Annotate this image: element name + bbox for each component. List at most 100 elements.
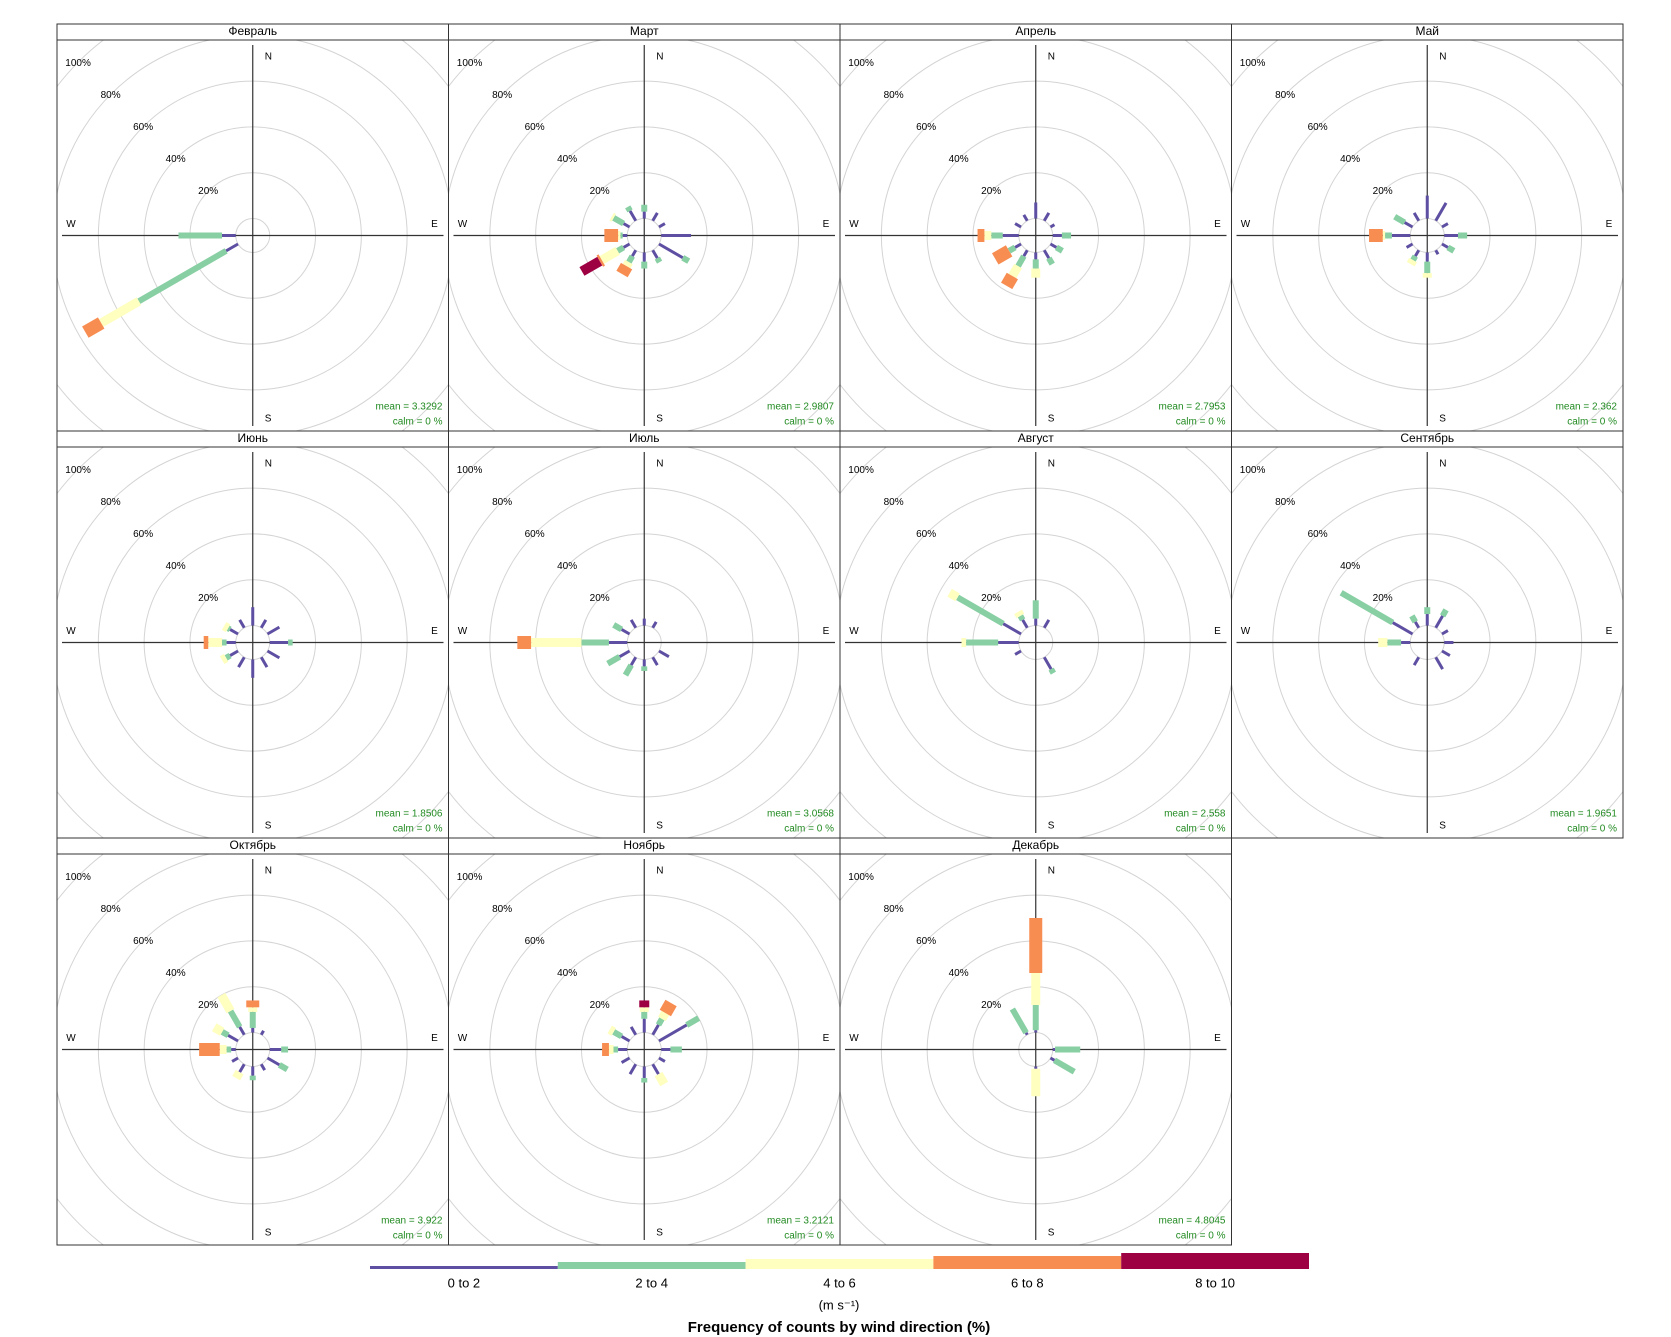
wind-segment <box>616 244 626 254</box>
legend-swatch <box>557 1262 746 1269</box>
wind-segment <box>1440 608 1449 618</box>
wind-segment <box>596 254 606 267</box>
wind-segment <box>227 1009 243 1029</box>
wind-segment <box>599 246 620 264</box>
wind-segment <box>1022 214 1029 222</box>
wind-segment <box>631 249 638 257</box>
stat-annotation: mean = 4.8045 <box>1159 1216 1226 1227</box>
compass-label: N <box>265 459 272 470</box>
panel-title: Сентябрь <box>1400 431 1454 445</box>
wind-segment <box>629 656 638 666</box>
wind-segment <box>658 1010 670 1022</box>
stat-annotation: calm = 0 % <box>393 824 443 835</box>
compass-label: N <box>1048 866 1055 877</box>
wind-segment <box>1014 242 1022 249</box>
ring-label: 80% <box>1275 497 1295 508</box>
wind-segment <box>658 1023 688 1043</box>
compass-label: E <box>1214 219 1221 230</box>
legend-label: 6 to 8 <box>1011 1275 1044 1290</box>
ring-label: 20% <box>590 186 610 197</box>
legend-swatch <box>933 1256 1122 1269</box>
ring-label: 20% <box>198 186 218 197</box>
wind-segment <box>1014 609 1025 619</box>
compass-label: W <box>458 219 468 230</box>
panel-title: Март <box>630 24 659 38</box>
wind-segment <box>1049 223 1056 229</box>
wind-segment <box>1046 256 1055 266</box>
ring-label: 100% <box>457 58 483 69</box>
legend-swatch <box>1121 1253 1309 1269</box>
stat-annotation: mean = 3.922 <box>381 1216 443 1227</box>
panel-title: Июль <box>629 431 660 445</box>
compass-label: S <box>1048 1228 1055 1239</box>
wind-segment <box>1409 614 1418 624</box>
wind-segment <box>266 649 281 660</box>
stat-annotation: mean = 2.558 <box>1164 809 1226 820</box>
compass-label: N <box>265 52 272 63</box>
wind-segment <box>609 212 616 222</box>
wind-segment <box>259 1030 265 1036</box>
ring-label: 60% <box>525 122 545 133</box>
wind-segment <box>629 619 638 629</box>
ring-label: 40% <box>166 154 186 165</box>
ring-label: 40% <box>949 968 969 979</box>
wind-segment <box>1414 621 1421 629</box>
wind-segment <box>266 1056 281 1067</box>
compass-label: E <box>1214 1033 1221 1044</box>
legend-label: 8 to 10 <box>1195 1275 1235 1290</box>
wind-segment <box>1405 242 1414 249</box>
wind-segment <box>1412 656 1421 666</box>
compass-label: W <box>458 1033 468 1044</box>
stat-annotation: mean = 3.3292 <box>376 402 443 413</box>
ring-label: 80% <box>492 904 512 915</box>
ring-label: 20% <box>981 186 1001 197</box>
wind-segment <box>651 656 659 666</box>
wind-segment <box>622 222 631 229</box>
wind-segment <box>628 210 638 222</box>
wind-segment <box>1008 263 1022 279</box>
wind-segment <box>259 1063 266 1071</box>
panel-border <box>839 837 1232 1246</box>
ring-label: 60% <box>133 936 153 947</box>
compass-label: E <box>1606 626 1613 637</box>
ring-label: 60% <box>133 122 153 133</box>
stat-annotation: calm = 0 % <box>1176 824 1226 835</box>
wind-segment <box>277 1062 289 1073</box>
wind-segment <box>226 625 232 633</box>
wind-segment <box>1042 249 1051 259</box>
compass-label: S <box>656 414 663 425</box>
ring-label: 80% <box>101 904 121 915</box>
compass-label: N <box>1048 52 1055 63</box>
wind-segment <box>1015 254 1027 268</box>
wind-segment <box>1403 221 1414 229</box>
compass-label: N <box>656 459 663 470</box>
ring-label: 20% <box>590 1000 610 1011</box>
wind-segment <box>1001 272 1018 290</box>
compass-label: E <box>431 626 438 637</box>
wind-segment <box>232 1069 244 1081</box>
wind-segment <box>655 1017 665 1027</box>
compass-label: S <box>265 414 272 425</box>
wind-segment <box>98 297 142 327</box>
wind-segment <box>1441 222 1449 229</box>
compass-label: W <box>1241 626 1251 637</box>
compass-label: N <box>656 866 663 877</box>
wind-segment <box>1009 1007 1029 1035</box>
wind-segment <box>628 1063 638 1075</box>
plot-area: 20% 40% 60% 80% 100% <box>448 854 840 1245</box>
wind-segment <box>1441 649 1451 657</box>
wind-segment <box>1446 244 1456 254</box>
wind-segment <box>620 1035 631 1043</box>
compass-label: E <box>1606 219 1613 230</box>
wind-segment <box>607 1025 616 1036</box>
ring-label: 100% <box>848 465 874 476</box>
wind-segment <box>622 259 633 269</box>
compass-label: N <box>1439 52 1446 63</box>
